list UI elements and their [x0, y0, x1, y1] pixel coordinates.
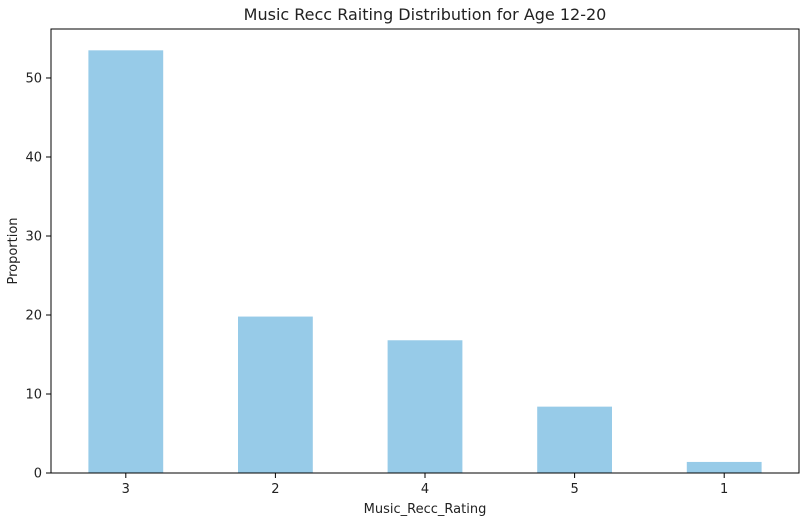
x-tick-label-2: 2 — [271, 482, 279, 497]
x-tick-label-3: 3 — [122, 482, 130, 497]
y-tick-label-30: 30 — [25, 229, 42, 244]
x-tick-label-1: 1 — [720, 482, 728, 497]
chart-title: Music Recc Raiting Distribution for Age … — [244, 5, 607, 24]
bar-1 — [686, 461, 762, 473]
y-tick-label-10: 10 — [25, 387, 42, 402]
y-tick-label-40: 40 — [25, 150, 42, 165]
y-axis-ticks: 0 10 20 30 40 50 — [25, 71, 51, 482]
y-tick-label-20: 20 — [25, 308, 42, 323]
bar-2 — [238, 316, 313, 473]
x-tick-label-4: 4 — [421, 482, 429, 497]
y-tick-label-50: 50 — [25, 71, 42, 86]
bar-5 — [537, 406, 612, 473]
x-axis-ticks: 3 2 4 5 1 — [122, 473, 728, 497]
x-tick-label-5: 5 — [570, 482, 578, 497]
bar-4 — [387, 340, 463, 473]
y-tick-label-0: 0 — [34, 467, 42, 482]
y-axis-label: Proportion — [6, 217, 21, 284]
bar-3 — [88, 50, 164, 473]
bars-layer — [88, 50, 762, 473]
x-axis-label: Music_Recc_Rating — [364, 502, 487, 517]
